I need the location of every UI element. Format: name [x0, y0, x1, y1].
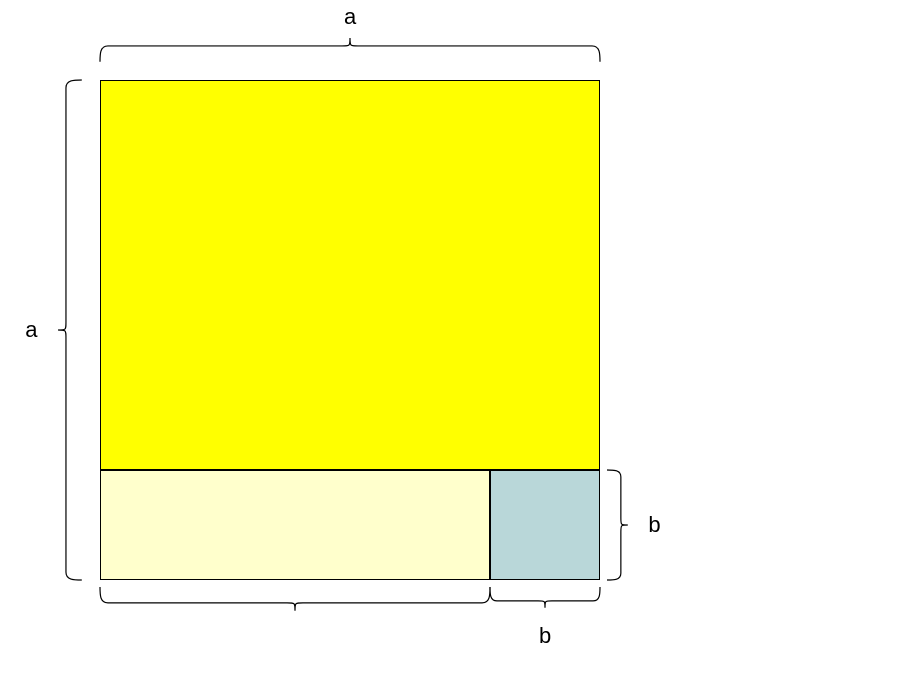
label-b-right: b [648, 512, 660, 538]
brace-left [53, 80, 82, 580]
rect-b-by-b [490, 470, 600, 580]
label-a-left: a [25, 317, 37, 343]
label-b-bottom: b [539, 623, 551, 649]
rect-a-minus-b-by-a [100, 80, 600, 470]
brace-top [100, 33, 600, 62]
brace-right [607, 470, 632, 580]
brace-bottom-left-empty [100, 587, 490, 616]
rect-a-minus-b-by-b [100, 470, 490, 580]
brace-bottom-right [490, 587, 600, 612]
label-a-top: a [344, 4, 356, 30]
